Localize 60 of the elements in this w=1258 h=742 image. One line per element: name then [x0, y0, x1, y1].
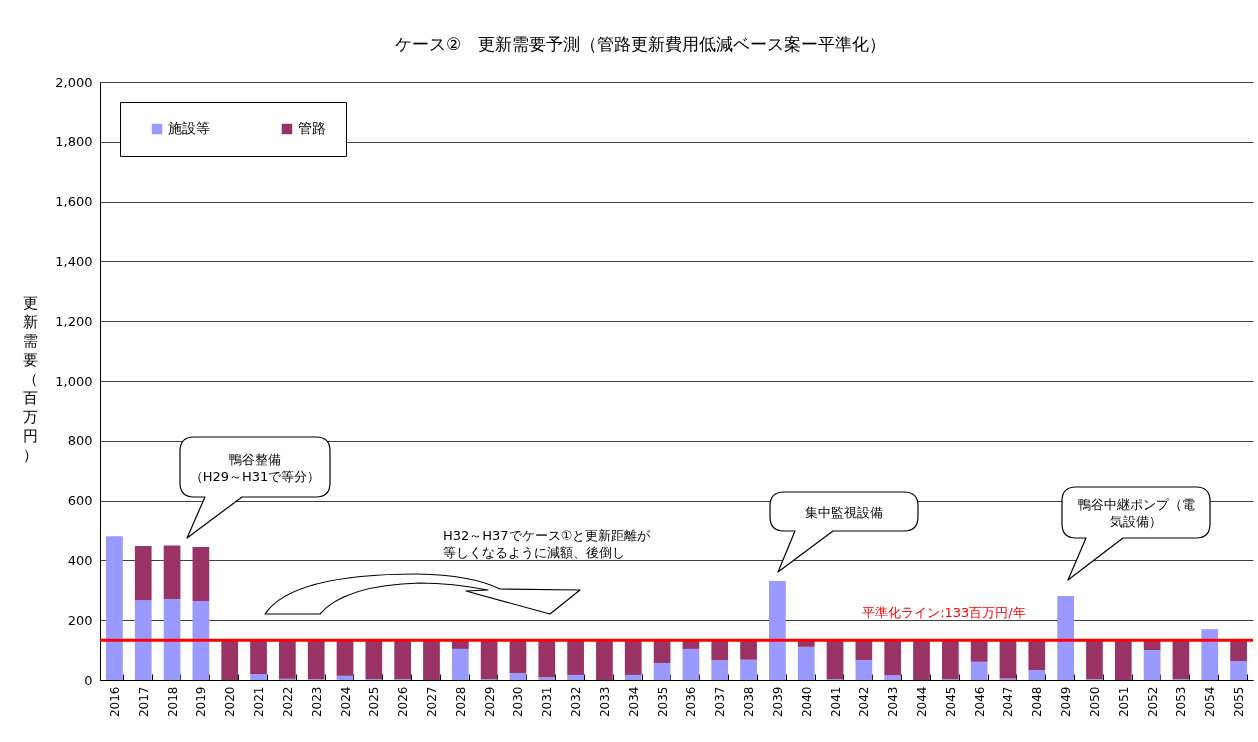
y-tick-label: 800 [67, 433, 93, 449]
x-tick-label: 2021 [252, 686, 267, 718]
annotation: 鴨谷整備（H29～H31で等分） [189, 451, 321, 484]
y-tick-label: 1,800 [55, 134, 93, 150]
y-tick-label: 1,200 [55, 313, 93, 329]
chart-title: ケース② 更新需要予測（管路更新費用低減ベース案ー平準化） [394, 34, 887, 54]
x-tick-label: 2034 [626, 686, 641, 718]
y-tick-label: 600 [67, 493, 93, 509]
x-tick-label: 2052 [1145, 686, 1160, 718]
x-tick-label: 2036 [684, 686, 699, 718]
y-tick-label: 400 [67, 552, 93, 568]
x-tick-label: 2045 [943, 686, 958, 718]
x-tick-label: 2039 [770, 686, 785, 718]
x-tick-label: 2016 [107, 686, 122, 718]
y-tick-label: 2,000 [55, 74, 93, 90]
x-tick-label: 2019 [194, 686, 209, 718]
x-tick-label: 2023 [309, 686, 324, 718]
x-tick-label: 2040 [799, 686, 814, 718]
x-tick-label: 2024 [338, 686, 353, 718]
ref-line-label: 平準化ライン:133百万円/年 [862, 605, 1026, 621]
text: 更新需要（百万円） [23, 294, 38, 464]
x-tick-label: 2027 [424, 686, 439, 718]
annotation: 集中監視設備 [805, 504, 883, 520]
x-tick-label: 2026 [396, 686, 411, 718]
x-tick-label: 2022 [280, 686, 295, 718]
x-tick-label: 2044 [915, 686, 930, 718]
legend-label: 施設等 [168, 120, 210, 136]
x-tick-label: 2017 [136, 686, 151, 718]
y-tick-label: 0 [84, 672, 93, 688]
x-tick-label: 2028 [453, 686, 468, 718]
x-tick-label: 2038 [742, 686, 757, 718]
y-tick-label: 1,600 [55, 194, 93, 210]
x-tick-label: 2053 [1174, 686, 1189, 718]
x-tick-label: 2041 [828, 686, 843, 718]
x-tick-label: 2047 [1001, 686, 1016, 718]
legend-label: 管路 [298, 120, 326, 136]
x-tick-label: 2020 [223, 686, 238, 718]
x-tick-label: 2050 [1087, 686, 1102, 718]
x-tick-label: 2029 [482, 686, 497, 718]
x-tick-label: 2051 [1116, 686, 1131, 718]
y-tick-label: 200 [67, 612, 93, 628]
x-tick-label: 2018 [165, 686, 180, 718]
x-tick-label: 2055 [1232, 686, 1247, 718]
x-tick-label: 2033 [597, 686, 612, 718]
x-tick-label: 2043 [886, 686, 901, 718]
y-tick-label: 1,000 [55, 373, 93, 389]
x-tick-label: 2032 [569, 686, 584, 718]
x-tick-label: 2031 [540, 686, 555, 718]
x-tick-label: 2037 [713, 686, 728, 718]
x-tick-label: 2025 [367, 686, 382, 718]
x-tick-label: 2035 [655, 686, 670, 718]
x-tick-label: 2054 [1203, 686, 1218, 718]
annotation: 鴨谷中継ポンプ（電気設備） [1077, 497, 1195, 529]
x-tick-label: 2046 [972, 686, 987, 718]
x-tick-label: 2042 [857, 686, 872, 718]
x-tick-label: 2049 [1059, 686, 1074, 718]
annotation: H32～H37でケース①と更新距離が等しくなるように減額、後倒し [443, 528, 652, 560]
x-tick-label: 2048 [1030, 686, 1045, 718]
x-tick-label: 2030 [511, 686, 526, 718]
y-tick-label: 1,400 [55, 253, 93, 269]
